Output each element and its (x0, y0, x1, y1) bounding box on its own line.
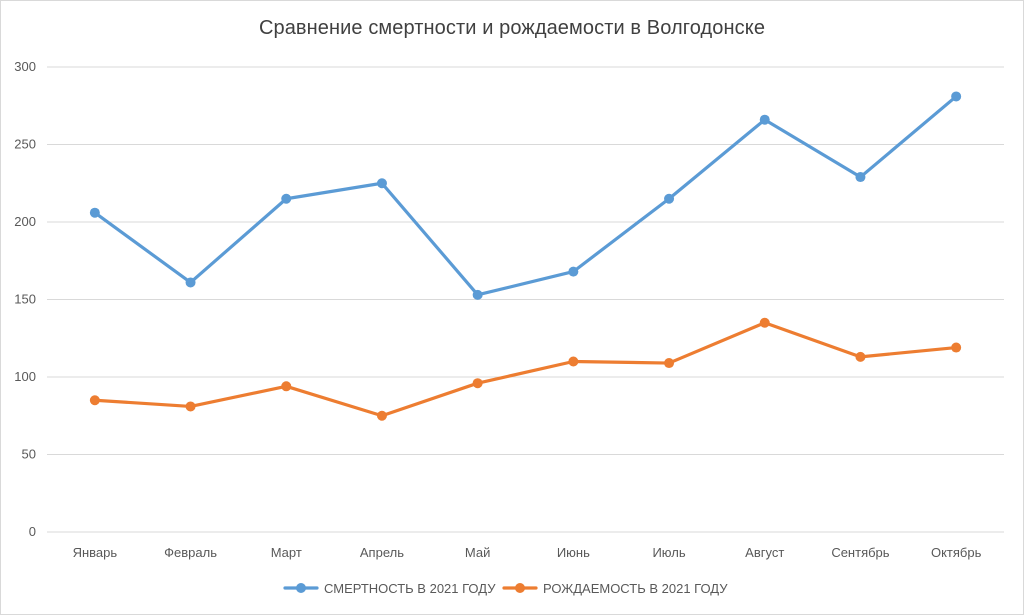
x-axis-tick-labels: Январь Февраль Март Апрель Май Июнь Июль Август… (73, 545, 982, 560)
y-tick-label-50: 50 (22, 447, 36, 462)
data-point-s1-1 (185, 401, 196, 412)
x-tick-label-4: Май (465, 545, 490, 560)
x-tick-label-5: Июнь (557, 545, 590, 560)
legend-marker-0 (296, 583, 306, 593)
x-tick-label-7: Август (745, 545, 784, 560)
legend: СМЕРТНОСТЬ В 2021 ГОДУ РОЖДАЕМОСТЬ В 2021… (283, 581, 728, 596)
legend-label-1: РОЖДАЕМОСТЬ В 2021 ГОДУ (543, 581, 728, 596)
y-tick-label-200: 200 (14, 214, 36, 229)
data-point-s0-5 (568, 266, 579, 277)
x-tick-label-6: Июль (652, 545, 685, 560)
data-point-s0-3 (376, 178, 387, 189)
data-point-s1-9 (951, 342, 962, 353)
x-tick-label-2: Март (271, 545, 302, 560)
x-tick-label-9: Октябрь (931, 545, 982, 560)
data-point-s0-1 (185, 277, 196, 288)
data-point-s1-0 (89, 395, 100, 406)
data-point-s1-5 (568, 356, 579, 367)
legend-label-0: СМЕРТНОСТЬ В 2021 ГОДУ (324, 581, 496, 596)
y-tick-label-150: 150 (14, 292, 36, 307)
x-tick-label-8: Сентябрь (831, 545, 889, 560)
data-point-s0-4 (472, 289, 483, 300)
y-tick-label-0: 0 (29, 524, 36, 539)
data-point-s0-7 (759, 114, 770, 125)
data-point-s1-2 (281, 381, 292, 392)
series-line-0 (93, 94, 958, 297)
y-tick-label-100: 100 (14, 369, 36, 384)
x-tick-label-1: Февраль (164, 545, 217, 560)
data-point-s1-7 (759, 317, 770, 328)
y-tick-label-300: 300 (14, 59, 36, 74)
data-point-s0-2 (281, 193, 292, 204)
data-point-s1-6 (664, 358, 675, 369)
data-point-s1-8 (855, 351, 866, 362)
series-lines (89, 91, 962, 421)
y-axis-tick-labels: 0 50 100 150 200 250 300 (14, 59, 36, 539)
series-line-1 (93, 321, 958, 418)
data-point-s1-3 (376, 410, 387, 421)
data-point-s0-6 (664, 193, 675, 204)
legend-marker-1 (515, 583, 525, 593)
data-point-s0-0 (89, 207, 100, 218)
data-point-s0-8 (855, 172, 866, 183)
y-tick-label-250: 250 (14, 137, 36, 152)
data-point-s1-4 (472, 378, 483, 389)
x-tick-label-3: Апрель (360, 545, 404, 560)
x-tick-label-0: Январь (73, 545, 118, 560)
gridlines (47, 66, 1004, 533)
chart-title: Сравнение смертности и рождаемости в Вол… (258, 17, 766, 39)
data-point-s0-9 (951, 91, 962, 102)
